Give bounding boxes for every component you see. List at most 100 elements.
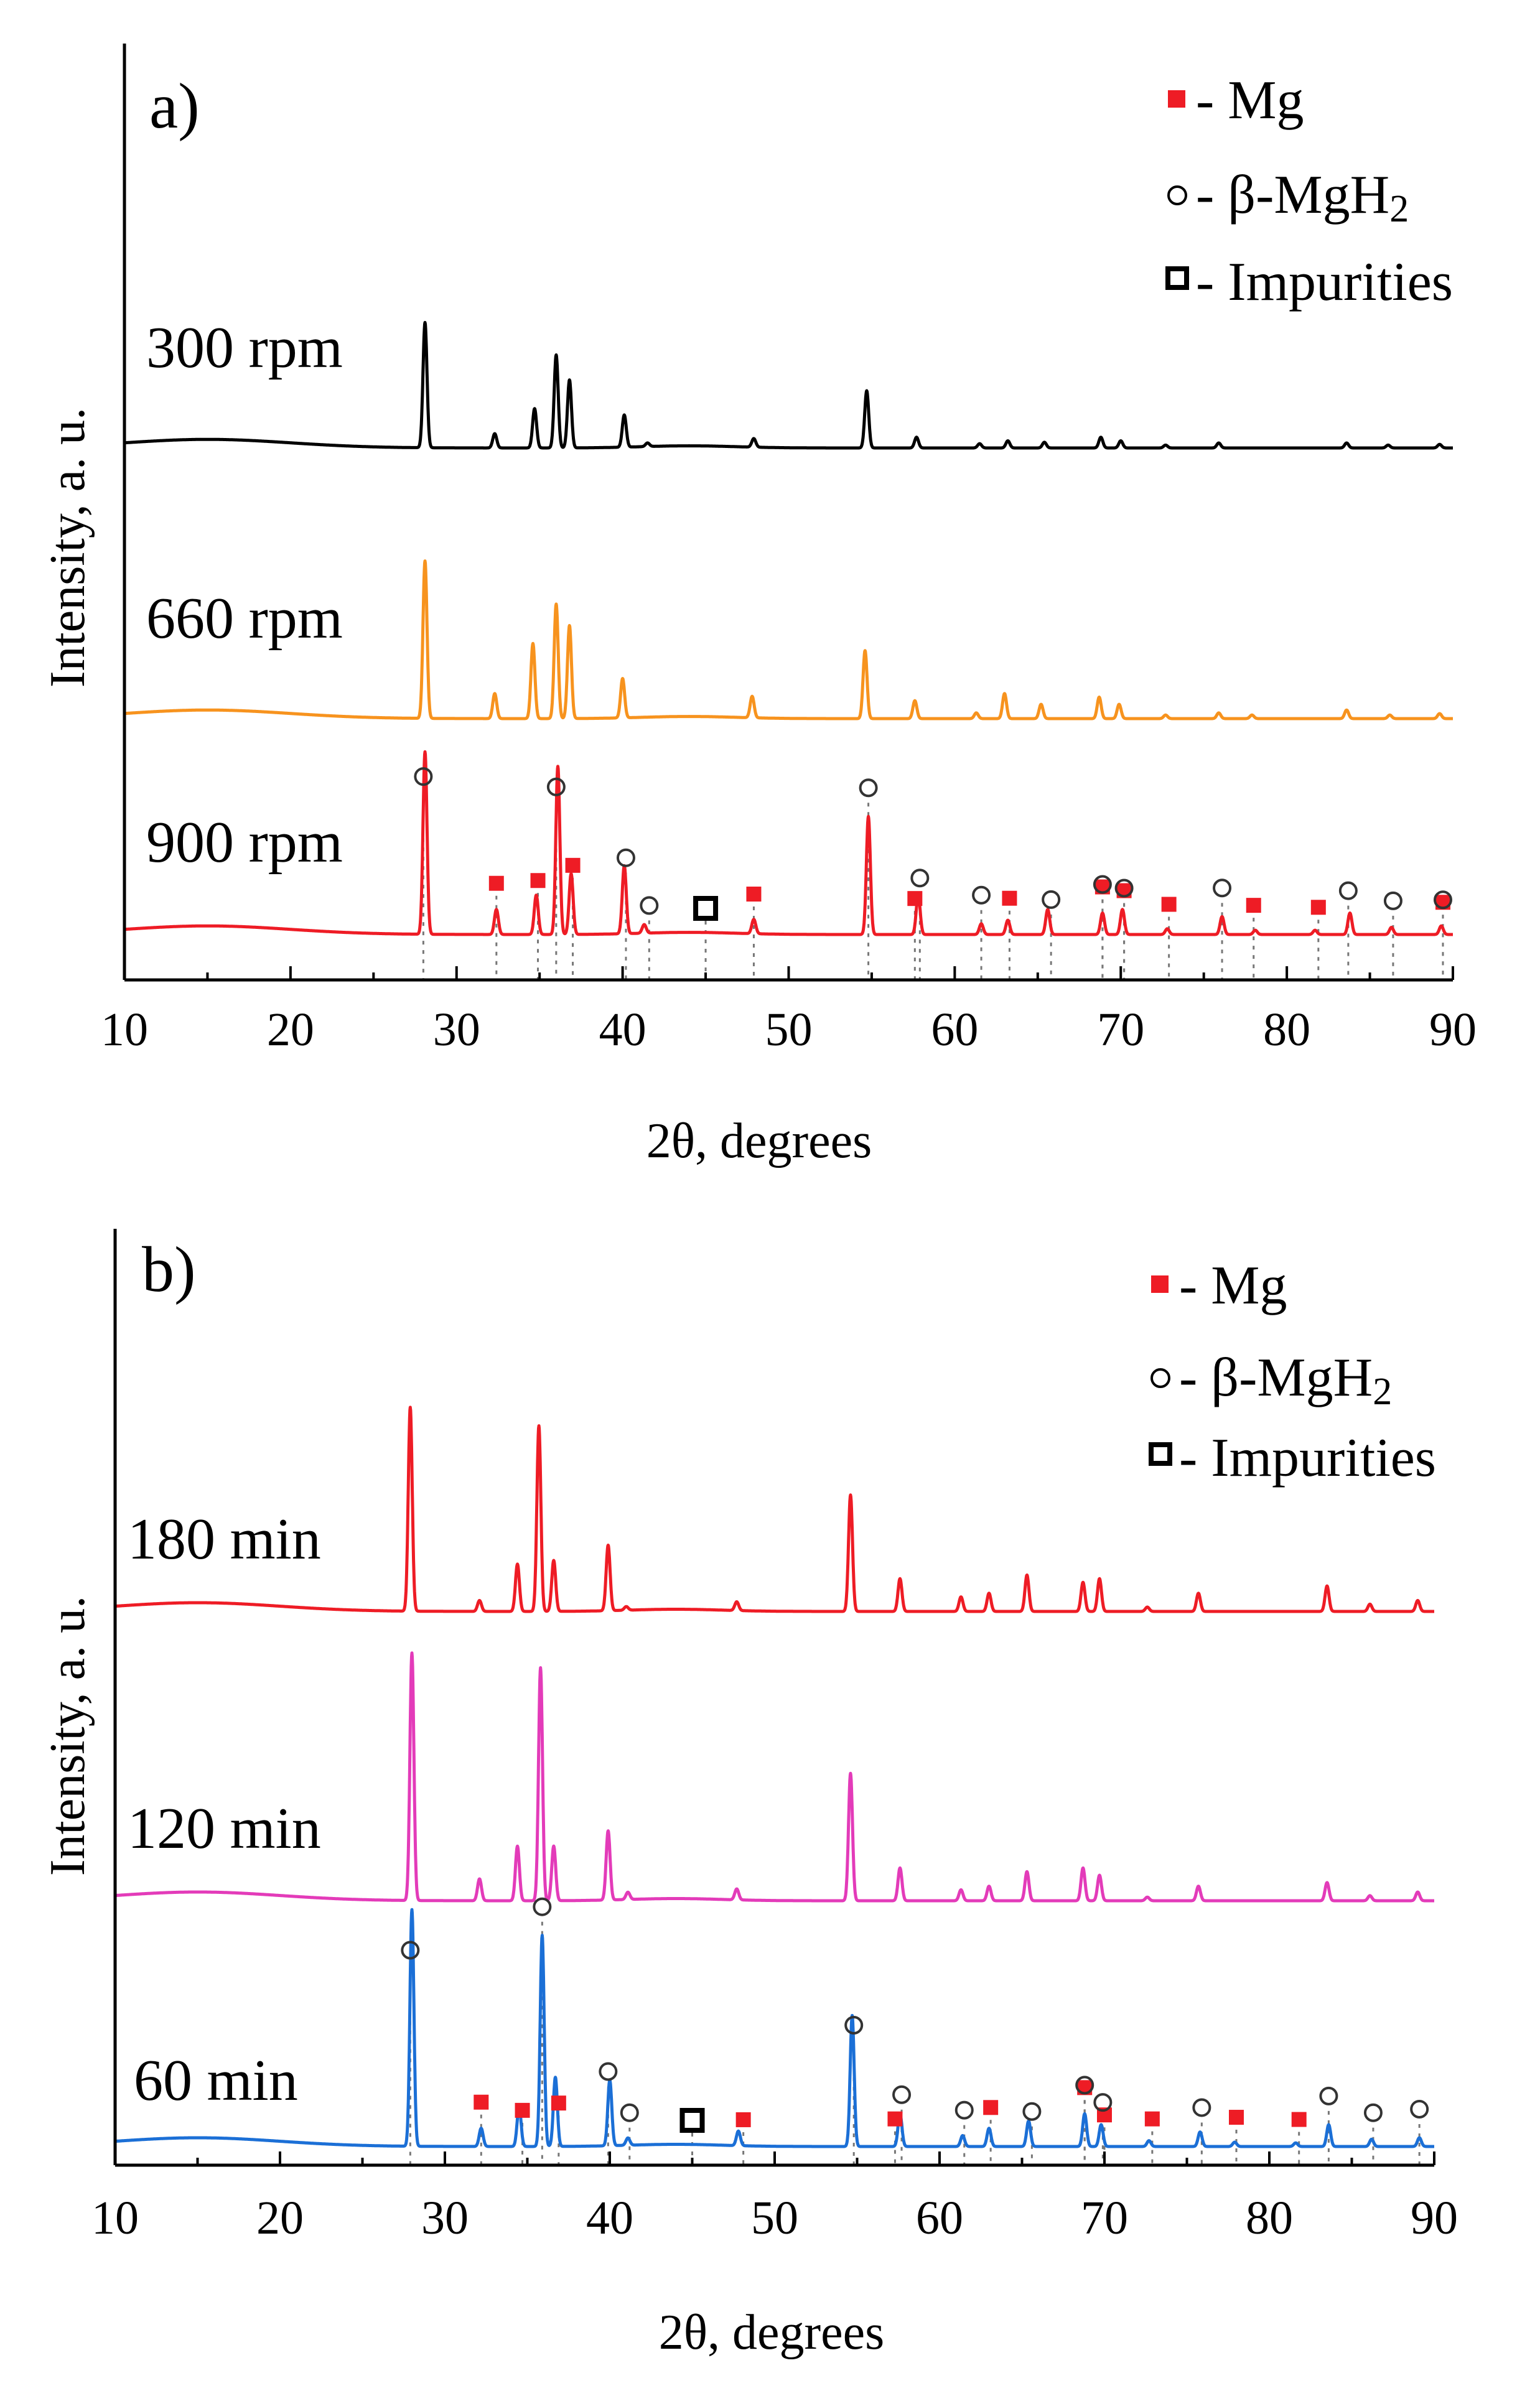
panel-a-axes: 10 20 30 40 50 60 70 80 90	[101, 44, 1477, 1056]
mgh2-peak-marker	[910, 869, 930, 888]
panel-a-series-label-900rpm: 900 rpm	[146, 810, 343, 875]
mgh2-peak-marker	[1363, 2103, 1383, 2122]
xrd-series-60-min	[114, 1405, 1435, 1613]
x-tick-label: 90	[1411, 2192, 1458, 2244]
mgh2-peak-marker	[1213, 879, 1232, 898]
legend-mgh2-circle-icon	[1150, 1368, 1170, 1388]
mgh2-peak-marker	[1114, 879, 1134, 898]
x-tick-label: 30	[433, 1004, 480, 1056]
mgh2-peak-marker	[620, 2103, 639, 2122]
xrd-series-900-rpm	[123, 320, 1454, 450]
mg-peak-marker	[1310, 900, 1326, 915]
panel-b: 10 20 30 40 50 60 70 80 90 b) 2θ, degrees Intens…	[40, 1229, 1458, 2360]
x-tick-label: 20	[267, 1004, 314, 1056]
x-tick-label: 50	[765, 1004, 813, 1056]
x-tick-label: 90	[1429, 1004, 1477, 1056]
legend-mgh2-circle-icon	[1167, 185, 1187, 205]
panel-a-x-axis-title: 2θ, degrees	[646, 1114, 872, 1168]
x-tick-label: 60	[916, 2192, 963, 2244]
mg-peak-marker	[515, 2102, 530, 2118]
xrd-series-660-rpm	[123, 559, 1454, 720]
panel-a-series-label-660rpm: 660 rpm	[146, 586, 343, 651]
x-tick-label: 60	[931, 1004, 978, 1056]
mg-peak-marker	[1291, 2112, 1307, 2127]
panel-b-guide-lines	[409, 1921, 1421, 2165]
x-tick-label: 50	[751, 2192, 798, 2244]
x-tick-label: 70	[1081, 2192, 1128, 2244]
mgh2-peak-marker	[1192, 2098, 1211, 2117]
panel-b-x-axis-title: 2θ, degrees	[659, 2305, 885, 2360]
panel-b-legend: - Mg - β-MgH2 - Impurities	[1149, 1256, 1436, 1488]
mgh2-peak-marker	[1383, 891, 1402, 910]
mg-peak-marker	[1229, 2110, 1244, 2125]
mgh2-peak-marker	[954, 2100, 974, 2120]
panel-b-series-label-60min: 60 min	[134, 2048, 298, 2113]
mgh2-peak-marker	[533, 1897, 552, 1916]
legend-impurities-square-icon	[1165, 266, 1189, 290]
x-tick-label: 40	[586, 2192, 633, 2244]
xrd-series-180-min	[114, 1908, 1435, 2148]
mg-peak-marker	[983, 2100, 999, 2115]
panel-a-markers	[414, 767, 1452, 921]
mgh2-peak-marker	[401, 1941, 420, 1960]
mg-peak-marker	[551, 2095, 566, 2111]
panel-a-series-label-300rpm: 300 rpm	[146, 315, 343, 380]
mgh2-peak-marker	[1410, 2099, 1429, 2119]
x-tick-label: 30	[421, 2192, 469, 2244]
panel-a-y-axis-title: Intensity, a. u.	[40, 408, 95, 688]
mg-peak-marker	[488, 875, 504, 891]
legend-mgh2-label: - β-MgH2	[1196, 165, 1409, 230]
panel-b-label: b)	[142, 1234, 196, 1305]
mg-peak-marker	[1002, 890, 1017, 906]
panel-b-series-label-120min: 120 min	[128, 1796, 321, 1861]
x-tick-label: 70	[1097, 1004, 1144, 1056]
legend-mgh2-label: - β-MgH2	[1179, 1348, 1392, 1413]
panel-a-series	[123, 320, 1454, 936]
mgh2-peak-marker	[1319, 2086, 1338, 2105]
x-tick-label: 10	[91, 2192, 139, 2244]
mg-peak-marker	[746, 887, 762, 902]
xrd-series-300-rpm	[123, 750, 1454, 936]
panel-b-series-label-180min: 180 min	[128, 1507, 321, 1572]
legend-mg-label: - Mg	[1179, 1256, 1287, 1316]
panel-a-legend: - Mg - β-MgH2 - Impurities	[1165, 70, 1453, 312]
panel-a: 10 20 30 40 50 60 70 80 90 a) 2θ, degrees Intens…	[40, 44, 1477, 1168]
mgh2-peak-marker	[616, 848, 635, 867]
xrd-series-120-min	[114, 1651, 1435, 1903]
x-tick-label: 80	[1246, 2192, 1293, 2244]
mg-peak-marker	[565, 857, 581, 873]
mgh2-peak-marker	[599, 2062, 618, 2081]
mgh2-peak-marker	[414, 767, 433, 786]
mgh2-peak-marker	[972, 885, 991, 905]
legend-mg-square-icon	[1151, 1275, 1169, 1293]
mg-peak-marker	[1246, 898, 1261, 913]
mgh2-peak-marker	[892, 2085, 912, 2104]
mgh2-peak-marker	[1093, 875, 1112, 894]
panel-b-markers	[401, 1897, 1429, 2133]
mgh2-peak-marker	[546, 777, 566, 796]
mg-peak-marker	[907, 891, 923, 907]
x-tick-label: 10	[101, 1004, 148, 1056]
mg-peak-marker	[530, 873, 546, 888]
panel-a-guide-lines	[422, 791, 1444, 980]
mgh2-peak-marker	[1042, 890, 1061, 909]
impurity-peak-marker	[679, 2108, 705, 2133]
impurity-peak-marker	[693, 896, 719, 921]
mg-peak-marker	[1161, 897, 1177, 912]
mg-peak-marker	[1144, 2111, 1160, 2127]
panel-a-label: a)	[149, 70, 200, 142]
mgh2-peak-marker	[1338, 881, 1358, 900]
mgh2-peak-marker	[1433, 890, 1452, 910]
x-tick-label: 20	[256, 2192, 304, 2244]
mg-peak-marker	[887, 2111, 903, 2127]
mg-peak-marker	[474, 2094, 489, 2110]
panel-b-axes: 10 20 30 40 50 60 70 80 90	[91, 1229, 1458, 2244]
x-tick-label: 40	[599, 1004, 646, 1056]
mgh2-peak-marker	[1093, 2093, 1113, 2112]
mgh2-peak-marker	[844, 2016, 864, 2035]
mgh2-peak-marker	[859, 778, 878, 798]
mgh2-peak-marker	[1022, 2102, 1042, 2121]
panel-b-series	[114, 1405, 1435, 2148]
legend-impurities-label: - Impurities	[1179, 1428, 1436, 1488]
